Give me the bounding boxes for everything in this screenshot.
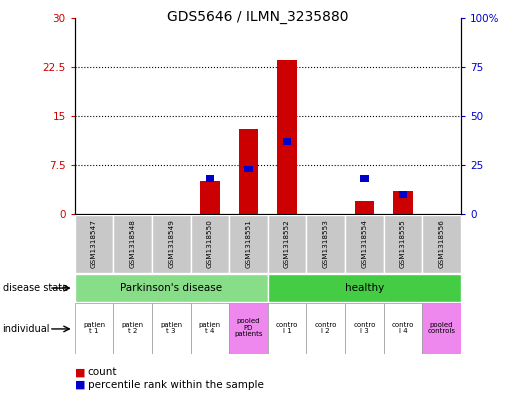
- Text: patien
t 1: patien t 1: [83, 321, 105, 334]
- Bar: [113, 215, 152, 273]
- Text: GSM1318548: GSM1318548: [130, 220, 135, 268]
- Bar: [306, 215, 345, 273]
- Bar: [191, 303, 229, 354]
- Text: ■: ■: [75, 380, 85, 390]
- Text: percentile rank within the sample: percentile rank within the sample: [88, 380, 264, 390]
- Text: GSM1318553: GSM1318553: [323, 220, 329, 268]
- Bar: [152, 303, 191, 354]
- Text: GSM1318554: GSM1318554: [362, 220, 367, 268]
- Bar: [191, 215, 229, 273]
- Bar: [399, 191, 407, 198]
- Text: patien
t 2: patien t 2: [122, 321, 144, 334]
- Text: count: count: [88, 367, 117, 377]
- Bar: [278, 60, 297, 214]
- Bar: [306, 303, 345, 354]
- Text: GSM1318547: GSM1318547: [91, 220, 97, 268]
- Bar: [384, 303, 422, 354]
- Bar: [205, 175, 214, 182]
- Bar: [113, 303, 152, 354]
- Bar: [268, 303, 306, 354]
- Bar: [75, 215, 113, 273]
- Bar: [422, 215, 461, 273]
- Text: disease state: disease state: [3, 283, 67, 293]
- Text: GSM1318552: GSM1318552: [284, 220, 290, 268]
- Bar: [355, 201, 374, 214]
- Bar: [75, 303, 113, 354]
- Text: patien
t 4: patien t 4: [199, 321, 221, 334]
- Bar: [268, 215, 306, 273]
- Bar: [384, 215, 422, 273]
- Text: GSM1318550: GSM1318550: [207, 220, 213, 268]
- Bar: [152, 215, 191, 273]
- Bar: [244, 165, 253, 173]
- Bar: [229, 303, 268, 354]
- Bar: [360, 175, 369, 182]
- Bar: [268, 274, 461, 302]
- Bar: [345, 215, 384, 273]
- Bar: [345, 303, 384, 354]
- Text: pooled
PD
patients: pooled PD patients: [234, 318, 263, 338]
- Text: contro
l 1: contro l 1: [276, 321, 298, 334]
- Text: ■: ■: [75, 367, 85, 377]
- Text: patien
t 3: patien t 3: [160, 321, 182, 334]
- Text: GSM1318551: GSM1318551: [246, 220, 251, 268]
- Bar: [283, 138, 291, 145]
- Text: individual: individual: [3, 324, 50, 334]
- Bar: [75, 274, 268, 302]
- Text: GSM1318556: GSM1318556: [439, 220, 444, 268]
- Bar: [229, 215, 268, 273]
- Text: Parkinson's disease: Parkinson's disease: [120, 283, 222, 293]
- Bar: [422, 303, 461, 354]
- Bar: [393, 191, 413, 214]
- Bar: [200, 182, 219, 214]
- Text: contro
l 4: contro l 4: [392, 321, 414, 334]
- Text: contro
l 2: contro l 2: [315, 321, 337, 334]
- Text: contro
l 3: contro l 3: [353, 321, 375, 334]
- Text: GSM1318549: GSM1318549: [168, 220, 174, 268]
- Bar: [239, 129, 258, 214]
- Text: pooled
controls: pooled controls: [427, 321, 456, 334]
- Text: GSM1318555: GSM1318555: [400, 220, 406, 268]
- Text: healthy: healthy: [345, 283, 384, 293]
- Text: GDS5646 / ILMN_3235880: GDS5646 / ILMN_3235880: [167, 10, 348, 24]
